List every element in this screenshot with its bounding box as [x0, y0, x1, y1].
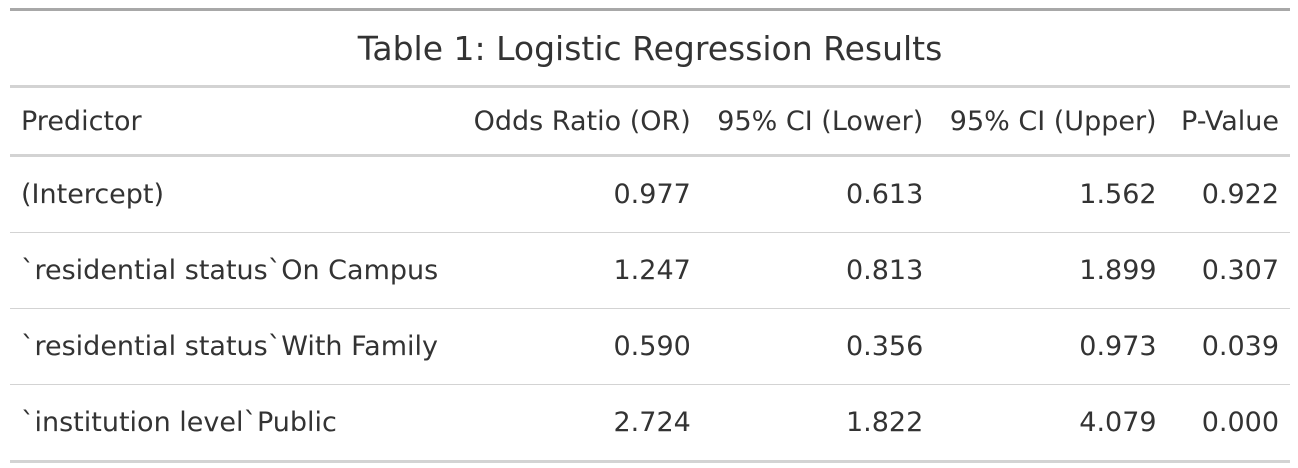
cell-p-value: 0.039 [1167, 308, 1290, 385]
cell-predictor: (Intercept) [10, 155, 458, 233]
column-header-ci-lower: 95% CI (Lower) [701, 86, 935, 157]
cell-predictor: `residential status`With Family [10, 308, 458, 385]
cell-p-value: 0.000 [1201, 407, 1279, 438]
table-title: Table 1: Logistic Regression Results [10, 9, 1290, 88]
cell-p-value: 0.922 [1167, 155, 1290, 233]
cell-odds-ratio: 0.590 [457, 308, 702, 385]
cell-odds-ratio: 2.724 [613, 407, 691, 438]
cell-odds-ratio: 1.247 [457, 232, 702, 309]
cell-ci-upper: 1.562 [934, 155, 1168, 233]
column-header-odds-ratio: Odds Ratio (OR) [457, 86, 702, 157]
cell-odds-ratio: 0.977 [457, 155, 702, 233]
cell-ci-lower: 1.822 [845, 407, 924, 438]
column-header-predictor: Predictor [10, 86, 458, 157]
title-row: Table 1: Logistic Regression Results [10, 9, 1290, 88]
cell-ci-lower: 0.813 [701, 232, 935, 309]
cell-ci-lower: 0.613 [701, 155, 935, 233]
regression-table: Table 1: Logistic Regression Results Pre… [10, 8, 1290, 463]
column-header-p-value: P-Value [1167, 86, 1290, 157]
column-header-ci-upper: 95% CI (Upper) [934, 86, 1168, 157]
table-row: `institution level`Public 2.724 1.822 4.… [10, 385, 1290, 462]
cell-predictor: `institution level`Public [21, 407, 337, 438]
cell-ci-upper: 1.899 [934, 232, 1168, 309]
table-container: Table 1: Logistic Regression Results Pre… [10, 8, 1290, 463]
table-row: `residential status`With Family 0.590 0.… [10, 308, 1290, 385]
cell-predictor: `residential status`On Campus [10, 232, 458, 309]
header-row: Predictor Odds Ratio (OR) 95% CI (Lower)… [10, 86, 1290, 157]
table-row: (Intercept) 0.977 0.613 1.562 0.922 [10, 155, 1290, 233]
table-row: `residential status`On Campus 1.247 0.81… [10, 232, 1290, 309]
cell-ci-lower: 0.356 [701, 308, 935, 385]
cell-ci-upper: 4.079 [1079, 407, 1157, 438]
cell-ci-upper: 0.973 [934, 308, 1168, 385]
cell-p-value: 0.307 [1167, 232, 1290, 309]
